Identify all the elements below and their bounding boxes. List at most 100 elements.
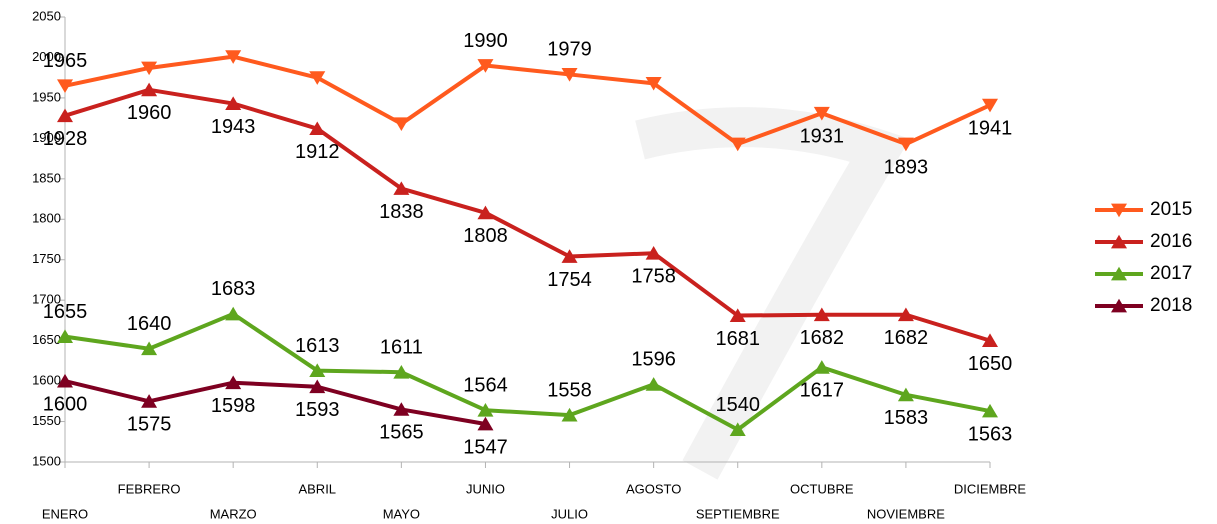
- x-tick-label: JULIO: [551, 506, 588, 521]
- point-marker: [561, 407, 578, 422]
- data-label: 1965: [43, 50, 88, 72]
- y-tick-label: 2050: [32, 8, 61, 23]
- x-tick-label: SEPTIEMBRE: [696, 506, 780, 521]
- point-marker: [645, 76, 662, 91]
- point-marker: [645, 377, 662, 391]
- point-marker: [477, 403, 494, 417]
- legend-marker: [1111, 298, 1127, 313]
- x-tick-label: OCTUBRE: [790, 481, 854, 496]
- data-label: 1928: [43, 128, 88, 150]
- data-label: 1575: [127, 414, 172, 436]
- y-tick-label: 1650: [32, 332, 61, 347]
- point-marker: [57, 108, 73, 123]
- legend-marker: [1111, 203, 1127, 218]
- point-marker: [897, 387, 914, 402]
- data-label: 1754: [547, 269, 592, 291]
- point-marker: [309, 121, 326, 136]
- point-marker: [477, 59, 494, 73]
- point-marker: [141, 82, 158, 97]
- legend-marker: [1111, 266, 1127, 281]
- data-label: 1808: [463, 225, 508, 247]
- legend-label: 2016: [1150, 231, 1192, 252]
- data-label: 1565: [379, 422, 424, 444]
- y-tick-label: 1600: [32, 373, 61, 388]
- series-line: [64, 311, 991, 432]
- legend-marker: [1111, 234, 1127, 249]
- point-marker: [393, 117, 410, 131]
- point-marker: [393, 181, 410, 195]
- data-label: 1960: [127, 102, 172, 124]
- point-marker: [309, 71, 326, 85]
- x-tick-label: JUNIO: [466, 481, 505, 496]
- point-marker: [309, 363, 326, 377]
- y-tick-label: 1500: [32, 453, 61, 468]
- point-marker: [982, 403, 998, 418]
- x-tick-label: MARZO: [210, 506, 257, 521]
- y-tick-label: 1550: [32, 413, 61, 428]
- x-tick-label: NOVIEMBRE: [867, 506, 945, 521]
- watermark: [635, 107, 910, 480]
- point-marker: [477, 416, 494, 431]
- y-tick-label: 1750: [32, 251, 61, 266]
- x-tick-label: FEBRERO: [118, 481, 181, 496]
- data-label: 1650: [968, 353, 1013, 375]
- point-marker: [982, 333, 998, 348]
- data-label: 1593: [295, 399, 340, 421]
- point-marker: [982, 98, 998, 113]
- point-marker: [57, 79, 73, 93]
- data-label: 1617: [800, 380, 845, 402]
- point-marker: [897, 137, 914, 152]
- data-label: 1540: [715, 394, 760, 416]
- point-marker: [729, 308, 746, 322]
- data-label: 1893: [884, 156, 929, 178]
- point-marker: [225, 96, 242, 110]
- data-label: 1990: [463, 30, 508, 52]
- data-label: 1564: [463, 374, 508, 396]
- point-marker: [225, 306, 242, 321]
- point-marker: [561, 249, 578, 263]
- data-label: 1682: [884, 327, 929, 349]
- series-line: [64, 87, 991, 343]
- data-label: 1563: [968, 423, 1013, 445]
- point-marker: [393, 402, 410, 416]
- point-marker: [897, 307, 914, 322]
- point-marker: [141, 394, 158, 408]
- data-label: 1613: [295, 335, 340, 357]
- y-tick-label: 1800: [32, 211, 61, 226]
- point-marker: [57, 329, 73, 343]
- data-label: 1596: [631, 349, 676, 371]
- data-label: 1558: [547, 379, 592, 401]
- point-marker: [729, 422, 746, 437]
- data-label: 1912: [295, 141, 340, 163]
- data-label: 1979: [547, 39, 592, 61]
- point-marker: [57, 373, 73, 388]
- data-label: 1640: [127, 313, 172, 335]
- series-line: [64, 379, 486, 426]
- point-marker: [141, 61, 158, 76]
- data-label: 1941: [968, 117, 1013, 139]
- point-marker: [225, 50, 242, 64]
- x-tick-label: ABRIL: [298, 481, 336, 496]
- point-marker: [645, 246, 662, 260]
- point-marker: [225, 375, 242, 390]
- legend-label: 2017: [1150, 263, 1192, 284]
- data-label: 1655: [43, 301, 88, 323]
- point-marker: [309, 379, 326, 394]
- data-label: 1943: [211, 116, 256, 138]
- data-label: 1547: [463, 436, 508, 458]
- data-label: 1681: [715, 328, 760, 350]
- series-line: [64, 54, 991, 147]
- x-tick-label: AGOSTO: [626, 481, 681, 496]
- point-marker: [477, 205, 494, 220]
- point-marker: [813, 307, 830, 322]
- point-marker: [393, 364, 410, 379]
- y-tick-label: 1850: [32, 170, 61, 185]
- x-tick-label: ENERO: [42, 506, 88, 521]
- point-marker: [813, 360, 830, 374]
- data-label: 1600: [43, 393, 88, 415]
- point-marker: [813, 106, 830, 121]
- data-label: 1611: [380, 336, 423, 358]
- point-marker: [729, 137, 746, 152]
- data-label: 1598: [211, 395, 256, 417]
